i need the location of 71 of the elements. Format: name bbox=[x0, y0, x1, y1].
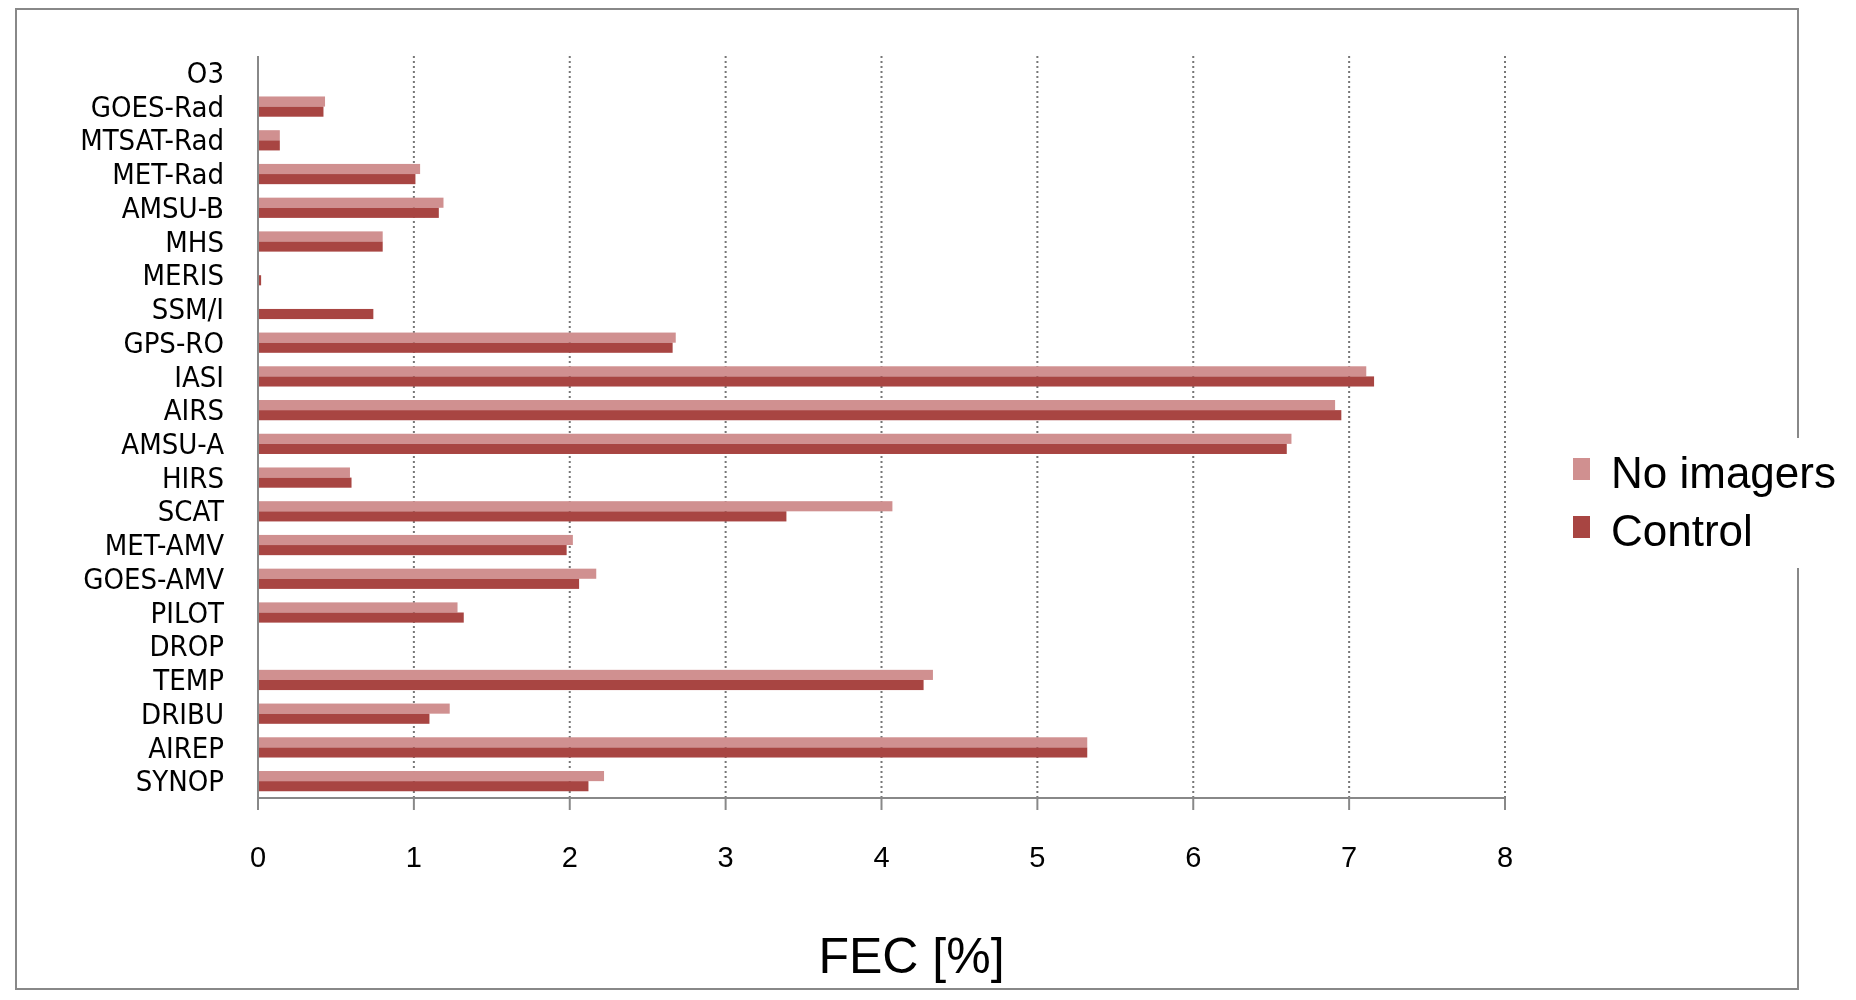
y-tick-label: GOES-AMV bbox=[83, 561, 225, 596]
y-tick-label: SYNOP bbox=[135, 764, 224, 799]
x-tick-label: 3 bbox=[717, 841, 734, 873]
y-tick-label: GPS-RO bbox=[123, 325, 224, 360]
bar bbox=[258, 410, 1342, 421]
y-tick-label: SCAT bbox=[157, 494, 226, 529]
x-tick-label: 4 bbox=[873, 841, 890, 873]
bar bbox=[258, 568, 597, 579]
y-tick-label: DRIBU bbox=[141, 696, 224, 731]
bar bbox=[258, 477, 352, 488]
bar bbox=[258, 545, 567, 556]
bar bbox=[258, 534, 573, 546]
y-tick-label: SSM/I bbox=[151, 292, 224, 327]
bar bbox=[258, 511, 787, 522]
bar bbox=[258, 163, 421, 175]
legend-label: Control bbox=[1611, 506, 1753, 556]
legend-label: No imagers bbox=[1611, 448, 1836, 498]
y-tick-label: DROP bbox=[149, 629, 224, 664]
bar bbox=[258, 207, 439, 218]
x-tick-label: 0 bbox=[249, 841, 267, 873]
y-tick-label: MTSAT-Rad bbox=[80, 123, 224, 158]
y-tick-label: AIRS bbox=[163, 393, 224, 428]
bar bbox=[258, 106, 324, 117]
bar bbox=[258, 130, 280, 141]
bar bbox=[258, 241, 383, 252]
y-tick-label: MERIS bbox=[142, 258, 224, 293]
y-tick-label: TEMP bbox=[152, 663, 224, 698]
y-tick-label: GOES-Rad bbox=[90, 89, 224, 124]
bar bbox=[258, 501, 893, 512]
bar bbox=[258, 443, 1287, 454]
y-tick-label: PILOT bbox=[150, 595, 226, 630]
bar bbox=[258, 703, 450, 714]
bar bbox=[258, 174, 416, 185]
bar bbox=[258, 376, 1375, 387]
y-tick-label: AMSU-B bbox=[121, 190, 224, 225]
bar bbox=[258, 342, 673, 353]
bar bbox=[258, 602, 458, 613]
bar bbox=[258, 96, 326, 107]
bar bbox=[258, 781, 589, 792]
bar bbox=[258, 747, 1088, 758]
bar bbox=[258, 578, 580, 589]
bar bbox=[258, 400, 1336, 411]
bar bbox=[258, 467, 350, 478]
y-tick-label: MET-AMV bbox=[104, 528, 225, 563]
y-tick-label: MET-Rad bbox=[112, 157, 224, 192]
bar bbox=[258, 231, 383, 242]
bar bbox=[258, 140, 280, 151]
x-tick-label: 2 bbox=[561, 841, 578, 873]
y-tick-label: HIRS bbox=[161, 460, 224, 495]
bar bbox=[258, 771, 605, 782]
x-tick-label: 8 bbox=[1496, 841, 1514, 873]
bar bbox=[258, 679, 924, 691]
bar bbox=[258, 308, 374, 320]
bar bbox=[258, 669, 933, 680]
x-tick-label: 5 bbox=[1029, 841, 1046, 873]
bar bbox=[258, 197, 444, 208]
bar bbox=[258, 713, 430, 724]
bar bbox=[258, 612, 464, 623]
y-tick-label: IASI bbox=[174, 359, 224, 394]
y-tick-label: AIREP bbox=[148, 730, 224, 765]
y-tick-label: AMSU-A bbox=[121, 427, 225, 462]
bar bbox=[258, 433, 1292, 444]
y-tick-label: MHS bbox=[165, 224, 224, 259]
x-axis-title: FEC [%] bbox=[818, 928, 1005, 984]
x-tick-label: 1 bbox=[405, 841, 422, 873]
bar bbox=[258, 737, 1088, 748]
bar bbox=[258, 332, 676, 343]
x-tick-label: 7 bbox=[1341, 841, 1358, 873]
x-tick-label: 6 bbox=[1185, 841, 1202, 873]
y-tick-label: O3 bbox=[186, 56, 224, 91]
bar bbox=[258, 366, 1367, 377]
